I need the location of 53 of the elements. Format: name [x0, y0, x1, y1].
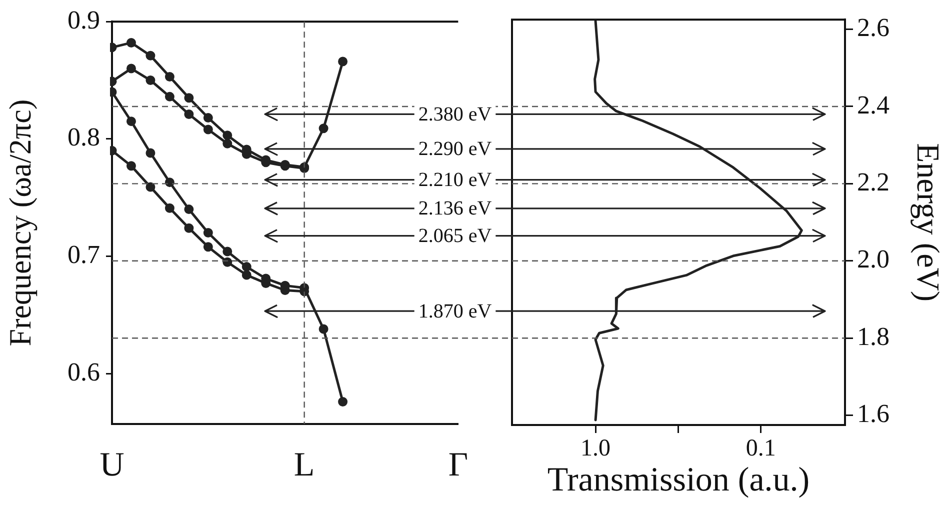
y-tick-label: 2.4	[857, 90, 890, 120]
x-axis-title: Transmission (a.u.)	[547, 462, 810, 499]
point	[203, 228, 213, 238]
y-tick-label: 2.0	[857, 244, 890, 274]
x-tick-label: Γ	[448, 446, 468, 484]
point	[126, 64, 136, 74]
point	[164, 92, 174, 102]
ref-line-label: 2.136 eV	[418, 198, 492, 220]
y-tick-label: 1.6	[857, 399, 890, 428]
y-tick-label: 0.6	[68, 357, 100, 386]
point	[222, 246, 232, 256]
point	[338, 56, 348, 66]
ref-line-label: 2.290 eV	[418, 138, 492, 160]
point	[126, 116, 136, 126]
point	[126, 38, 136, 48]
point	[164, 203, 174, 213]
x-tick-label: L	[294, 446, 315, 484]
point	[184, 93, 194, 103]
point	[146, 76, 156, 86]
point	[203, 113, 213, 123]
x-tick-label: 0.1	[746, 436, 776, 462]
point	[146, 50, 156, 60]
point	[203, 124, 213, 134]
y-tick-label: 2.6	[857, 13, 890, 42]
point	[222, 138, 232, 148]
point	[318, 124, 328, 134]
point	[242, 270, 252, 280]
point	[338, 396, 348, 406]
ref-line-label: 2.380 eV	[418, 103, 492, 126]
y-tick-label: 2.2	[857, 168, 890, 197]
x-tick-label: 1.0	[580, 436, 611, 462]
y-tick-label: 0.7	[68, 240, 100, 270]
y-tick-label: 0.8	[68, 122, 100, 152]
y-axis-title: Frequency (ωa/2πc)	[2, 99, 38, 346]
point	[146, 182, 156, 192]
point	[126, 161, 136, 171]
point	[184, 110, 194, 120]
ref-line-label: 2.065 eV	[418, 225, 492, 248]
ref-line-label: 2.210 eV	[418, 169, 492, 192]
x-tick-label: U	[100, 446, 124, 484]
point	[242, 262, 252, 272]
point	[318, 324, 328, 334]
point	[146, 148, 156, 158]
point	[164, 72, 174, 82]
point	[222, 130, 232, 140]
ref-line-label: 1.870 eV	[418, 300, 492, 322]
point	[203, 242, 213, 252]
y-axis-title: Energy (eV)	[910, 143, 946, 302]
point	[164, 178, 174, 188]
y-tick-label: 0.9	[68, 5, 100, 34]
y-tick-label: 1.8	[857, 322, 890, 351]
point	[184, 204, 194, 214]
point	[184, 223, 194, 233]
